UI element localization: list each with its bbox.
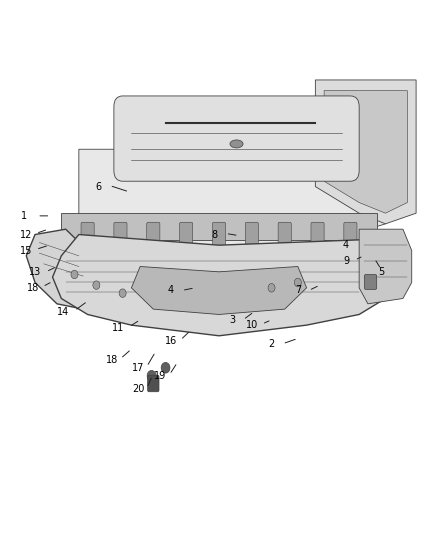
Circle shape	[147, 370, 156, 381]
Circle shape	[161, 362, 170, 373]
Text: 10: 10	[246, 320, 258, 330]
FancyBboxPatch shape	[245, 222, 258, 252]
Circle shape	[268, 284, 275, 292]
FancyBboxPatch shape	[364, 274, 377, 289]
Text: 18: 18	[106, 355, 118, 365]
FancyBboxPatch shape	[311, 222, 324, 252]
PathPatch shape	[79, 149, 385, 277]
FancyBboxPatch shape	[81, 222, 94, 252]
Text: 2: 2	[268, 339, 275, 349]
Text: 19: 19	[154, 371, 166, 381]
Circle shape	[71, 270, 78, 279]
FancyBboxPatch shape	[344, 222, 357, 252]
Text: 14: 14	[57, 307, 70, 317]
Text: 9: 9	[343, 256, 349, 266]
Text: 5: 5	[378, 267, 384, 277]
Text: 20: 20	[132, 384, 144, 394]
FancyBboxPatch shape	[278, 222, 291, 252]
PathPatch shape	[131, 266, 307, 314]
Text: 16: 16	[165, 336, 177, 346]
PathPatch shape	[359, 229, 412, 304]
FancyBboxPatch shape	[180, 222, 193, 252]
PathPatch shape	[315, 80, 416, 224]
FancyBboxPatch shape	[212, 222, 226, 252]
Text: 15: 15	[20, 246, 32, 255]
FancyBboxPatch shape	[114, 222, 127, 252]
Text: 13: 13	[29, 267, 41, 277]
Text: 17: 17	[132, 363, 144, 373]
PathPatch shape	[324, 91, 407, 213]
Text: 4: 4	[168, 286, 174, 295]
Text: 12: 12	[20, 230, 32, 239]
Ellipse shape	[230, 140, 243, 148]
FancyBboxPatch shape	[114, 96, 359, 181]
Text: 6: 6	[95, 182, 102, 191]
Circle shape	[119, 289, 126, 297]
Text: 8: 8	[212, 230, 218, 239]
PathPatch shape	[61, 213, 377, 240]
Text: 11: 11	[112, 323, 124, 333]
Circle shape	[294, 278, 301, 287]
Circle shape	[93, 281, 100, 289]
Text: 3: 3	[229, 315, 235, 325]
Text: 1: 1	[21, 211, 27, 221]
PathPatch shape	[53, 235, 394, 336]
Text: 7: 7	[295, 286, 301, 295]
PathPatch shape	[26, 229, 96, 309]
FancyBboxPatch shape	[147, 222, 160, 252]
Text: 18: 18	[27, 283, 39, 293]
Text: 4: 4	[343, 240, 349, 250]
FancyBboxPatch shape	[148, 375, 159, 392]
